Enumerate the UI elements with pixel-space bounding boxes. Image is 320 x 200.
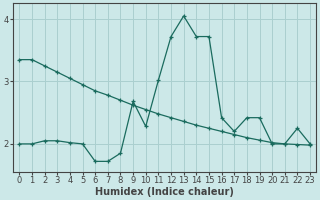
X-axis label: Humidex (Indice chaleur): Humidex (Indice chaleur): [95, 187, 234, 197]
